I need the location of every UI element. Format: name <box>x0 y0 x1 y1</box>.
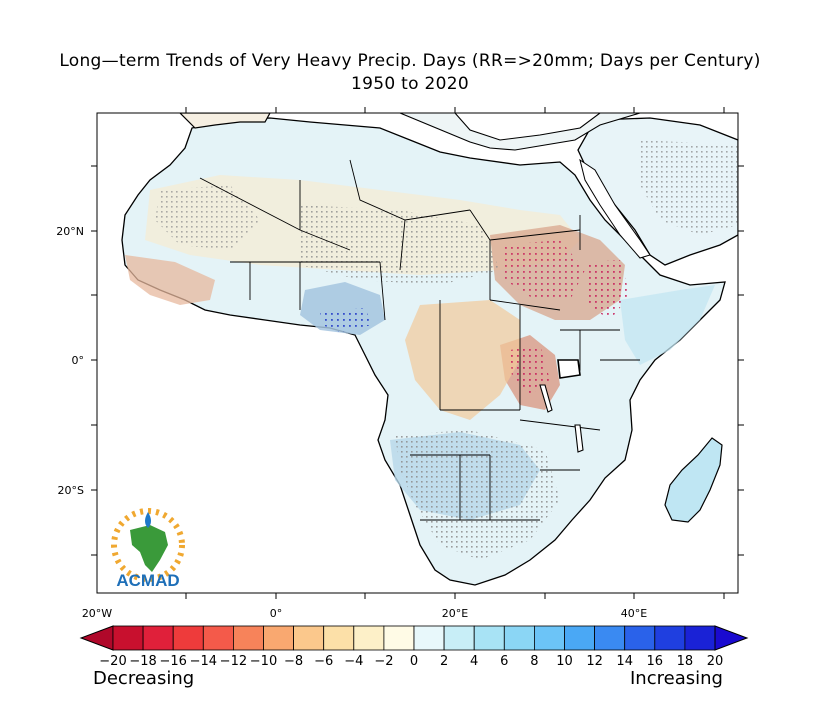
colorbar-tick-label: −18 <box>129 654 156 669</box>
colorbar-swatch <box>624 625 656 651</box>
country-borders <box>199 159 640 521</box>
lon-label-40e: 40°E <box>621 607 647 620</box>
colorbar-low-arrow <box>79 625 114 651</box>
colorbar-swatch <box>232 625 264 651</box>
colorbar-tick-label: 0 <box>410 654 418 669</box>
lake-victoria <box>557 359 581 379</box>
colorbar-tick-label: −16 <box>159 654 186 669</box>
colorbar-low-label: Decreasing <box>93 668 195 689</box>
madagascar <box>664 437 723 523</box>
colorbar-swatch <box>263 625 295 651</box>
stipple-west <box>155 185 260 250</box>
colorbar-swatch <box>383 625 415 651</box>
lake-tanganyika <box>539 384 553 413</box>
colorbar-tick-label: −4 <box>344 654 363 669</box>
lat-label-20s: 20°S <box>58 484 84 497</box>
colorbar-tick-label: 20 <box>707 654 724 669</box>
colorbar-swatch <box>172 625 204 651</box>
colorbar-swatch <box>654 625 686 651</box>
map-title: Long—term Trends of Very Heavy Precip. D… <box>59 51 761 71</box>
colorbar-swatch <box>684 625 716 651</box>
colorbar-tick-label: 10 <box>556 654 573 669</box>
colorbar-tick-label: −20 <box>99 654 126 669</box>
colorbar-swatch <box>503 625 535 651</box>
colorbar-swatch <box>142 625 174 651</box>
colorbar-tick-label: −2 <box>374 654 393 669</box>
map-frame <box>96 112 739 594</box>
colorbar-swatch <box>594 625 626 651</box>
lat-label-0: 0° <box>72 354 85 367</box>
colorbar: −20 −18 −16 −14 −12 −10 −8 −6 −4 −2 0 2 4 6 8 10 12 14 16 1… <box>79 625 749 669</box>
italy-greece-coast <box>399 113 641 151</box>
colorbar-tick-label: 16 <box>647 654 664 669</box>
colorbar-swatch <box>564 625 596 651</box>
stipple-ethiopia <box>585 260 630 320</box>
colorbar-tick-label: −14 <box>190 654 217 669</box>
colorbar-swatch <box>293 625 325 651</box>
red-sea <box>579 158 651 259</box>
stipple-south <box>395 430 560 560</box>
colorbar-swatch <box>202 625 234 651</box>
africa-silhouette-icon <box>130 525 168 572</box>
colorbar-tick-label: −6 <box>314 654 333 669</box>
map-subtitle: 1950 to 2020 <box>350 74 469 94</box>
horn-wetting-zone <box>620 285 715 365</box>
colorbar-swatch <box>413 625 445 651</box>
colorbar-swatch <box>443 625 475 651</box>
lon-label-0: 0° <box>270 607 283 620</box>
stipple-sahel <box>300 205 500 285</box>
colorbar-swatch <box>353 625 385 651</box>
lon-label-20w: 20°W <box>82 607 112 620</box>
axis-ticks <box>91 107 744 599</box>
lon-label-20e: 20°E <box>442 607 468 620</box>
colorbar-swatch <box>473 625 505 651</box>
acmad-logo: ACMAD <box>111 508 185 590</box>
lat-label-20n: 20°N <box>56 225 84 238</box>
water-drop-icon <box>145 512 151 528</box>
colorbar-tick-label: 12 <box>586 654 603 669</box>
stipple-east <box>505 240 585 300</box>
colorbar-tick-label: 4 <box>470 654 478 669</box>
stipple-arabia <box>640 140 738 235</box>
colorbar-tick-label: −10 <box>250 654 277 669</box>
colorbar-swatch <box>112 625 144 651</box>
stipple-nigeria <box>320 308 372 332</box>
west-africa-orange-zone <box>125 255 215 305</box>
lake-malawi <box>574 424 584 453</box>
colorbar-tick-label: −12 <box>220 654 247 669</box>
colorbar-tick-label: 14 <box>616 654 633 669</box>
sun-rays-icon <box>111 508 185 582</box>
colorbar-tick-label: 2 <box>440 654 448 669</box>
colorbar-tick-label: 6 <box>500 654 508 669</box>
colorbar-swatch <box>534 625 565 651</box>
colorbar-tick-label: −8 <box>284 654 303 669</box>
colorbar-high-arrow <box>714 625 749 651</box>
colorbar-tick-label: 18 <box>677 654 694 669</box>
congo-orange-zone <box>405 300 520 420</box>
acmad-logo-text: ACMAD <box>116 571 179 590</box>
colorbar-swatch <box>323 625 355 651</box>
europe-coast <box>179 113 271 129</box>
colorbar-high-label: Increasing <box>630 668 723 689</box>
colorbar-tick-label: 8 <box>530 654 538 669</box>
